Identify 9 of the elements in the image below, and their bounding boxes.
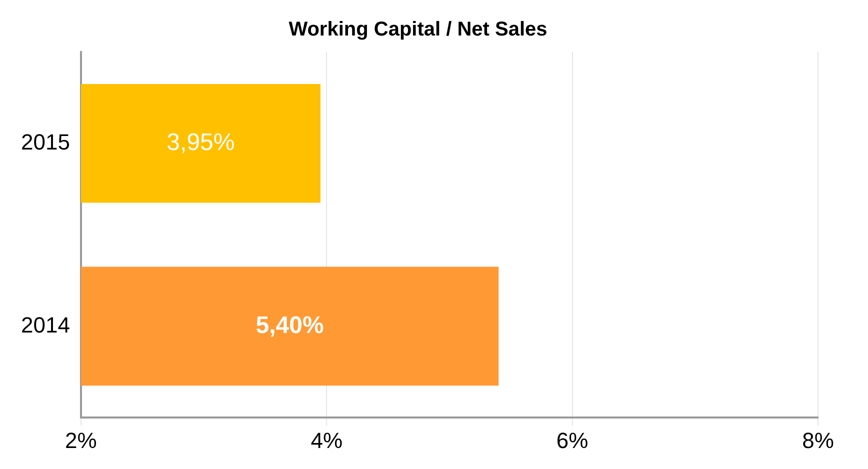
x-tick-label: 6% [556, 428, 588, 453]
chart-title: Working Capital / Net Sales [288, 18, 548, 41]
y-tick-label: 2015 [20, 129, 70, 154]
y-tick-label: 2014 [20, 312, 70, 338]
data-label: 3,95% [166, 129, 235, 156]
data-label: 5,40% [256, 312, 324, 339]
x-tick-label: 8% [802, 428, 834, 453]
x-tick-label: 4% [310, 428, 343, 453]
x-tick-label: 2% [65, 428, 97, 453]
